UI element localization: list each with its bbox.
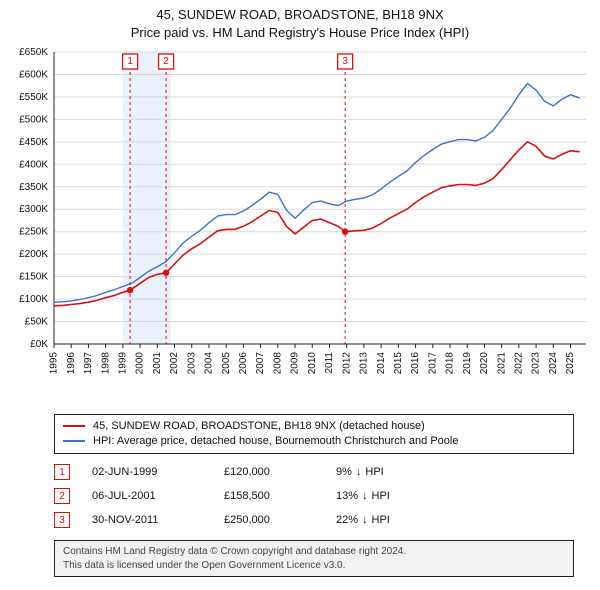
svg-text:2014: 2014 (376, 352, 387, 375)
svg-text:2001: 2001 (152, 352, 163, 375)
svg-text:2015: 2015 (393, 352, 404, 375)
svg-text:£500K: £500K (19, 114, 48, 125)
sale-marker: 3 (54, 512, 70, 528)
svg-text:2010: 2010 (307, 352, 318, 375)
svg-text:£600K: £600K (19, 69, 48, 80)
sale-diff: 9% ↓ HPI (336, 466, 456, 478)
sale-price: £120,000 (224, 466, 314, 478)
svg-text:2016: 2016 (410, 352, 421, 375)
sale-marker: 2 (54, 488, 70, 504)
svg-text:£650K: £650K (19, 47, 48, 58)
svg-text:2022: 2022 (513, 352, 524, 375)
svg-text:2004: 2004 (204, 352, 215, 375)
footer-line-1: Contains HM Land Registry data © Crown c… (63, 545, 565, 559)
svg-text:2025: 2025 (565, 352, 576, 375)
svg-text:2002: 2002 (169, 352, 180, 375)
svg-text:2020: 2020 (479, 352, 490, 375)
svg-text:2009: 2009 (290, 352, 301, 375)
sale-row: 2 06-JUL-2001 £158,500 13% ↓ HPI (54, 484, 556, 508)
svg-text:£400K: £400K (19, 159, 48, 170)
svg-text:2005: 2005 (221, 352, 232, 375)
svg-text:£200K: £200K (19, 249, 48, 260)
title-block: 45, SUNDEW ROAD, BROADSTONE, BH18 9NX Pr… (0, 0, 600, 41)
sale-row: 3 30-NOV-2011 £250,000 22% ↓ HPI (54, 508, 556, 532)
svg-text:£50K: £50K (25, 317, 49, 328)
sale-price: £250,000 (224, 514, 314, 526)
svg-text:1: 1 (127, 56, 133, 67)
svg-text:£250K: £250K (19, 227, 48, 238)
svg-text:2003: 2003 (186, 352, 197, 375)
sale-date: 02-JUN-1999 (92, 466, 202, 478)
arrow-down-icon: ↓ (362, 514, 368, 526)
arrow-down-icon: ↓ (356, 466, 362, 478)
svg-text:2024: 2024 (548, 352, 559, 375)
sale-price: £158,500 (224, 490, 314, 502)
sale-row: 1 02-JUN-1999 £120,000 9% ↓ HPI (54, 460, 556, 484)
svg-text:2: 2 (163, 56, 169, 67)
title-line-2: Price paid vs. HM Land Registry's House … (0, 24, 600, 42)
svg-text:2007: 2007 (255, 352, 266, 375)
legend-text-1: 45, SUNDEW ROAD, BROADSTONE, BH18 9NX (d… (93, 419, 425, 434)
svg-text:1997: 1997 (83, 352, 94, 375)
sale-date: 06-JUL-2001 (92, 490, 202, 502)
attribution-footer: Contains HM Land Registry data © Crown c… (54, 540, 574, 577)
footer-line-2: This data is licensed under the Open Gov… (63, 559, 565, 573)
svg-text:2021: 2021 (496, 352, 507, 375)
svg-text:1999: 1999 (118, 352, 129, 375)
sale-marker: 1 (54, 464, 70, 480)
sale-diff: 22% ↓ HPI (336, 514, 456, 526)
chart-area: £0K £50K £100K £150K £200K £250K £300K £350K £40… (0, 44, 600, 404)
svg-text:2011: 2011 (324, 352, 335, 374)
svg-text:1995: 1995 (49, 352, 60, 375)
svg-text:2013: 2013 (359, 352, 370, 375)
svg-text:2012: 2012 (341, 352, 352, 375)
sale-diff: 13% ↓ HPI (336, 490, 456, 502)
chart-svg: £0K £50K £100K £150K £200K £250K £300K £350K £40… (0, 44, 600, 404)
legend-text-2: HPI: Average price, detached house, Bour… (93, 434, 458, 449)
legend-box: 45, SUNDEW ROAD, BROADSTONE, BH18 9NX (d… (54, 414, 574, 454)
svg-text:£350K: £350K (19, 182, 48, 193)
legend-swatch-red (63, 425, 85, 427)
svg-text:£300K: £300K (19, 204, 48, 215)
legend-row-1: 45, SUNDEW ROAD, BROADSTONE, BH18 9NX (d… (63, 419, 565, 434)
sale-date: 30-NOV-2011 (92, 514, 202, 526)
svg-text:2006: 2006 (238, 352, 249, 375)
svg-text:£100K: £100K (19, 294, 48, 305)
svg-text:2023: 2023 (531, 352, 542, 375)
legend-swatch-blue (63, 440, 85, 442)
figure-root: 45, SUNDEW ROAD, BROADSTONE, BH18 9NX Pr… (0, 0, 600, 590)
sales-table: 1 02-JUN-1999 £120,000 9% ↓ HPI 2 06-JUL-2001… (54, 460, 556, 532)
svg-text:3: 3 (342, 56, 348, 67)
svg-text:£450K: £450K (19, 137, 48, 148)
svg-text:2018: 2018 (445, 352, 456, 375)
svg-text:1996: 1996 (66, 352, 77, 375)
svg-text:£150K: £150K (19, 272, 48, 283)
svg-text:2017: 2017 (427, 352, 438, 375)
arrow-down-icon: ↓ (362, 490, 368, 502)
svg-text:1998: 1998 (100, 352, 111, 375)
svg-text:£0K: £0K (30, 339, 48, 350)
svg-text:2000: 2000 (135, 352, 146, 375)
svg-text:£550K: £550K (19, 92, 48, 103)
svg-text:2019: 2019 (462, 352, 473, 375)
svg-text:2008: 2008 (272, 352, 283, 375)
title-line-1: 45, SUNDEW ROAD, BROADSTONE, BH18 9NX (0, 6, 600, 24)
legend-row-2: HPI: Average price, detached house, Bour… (63, 434, 565, 449)
